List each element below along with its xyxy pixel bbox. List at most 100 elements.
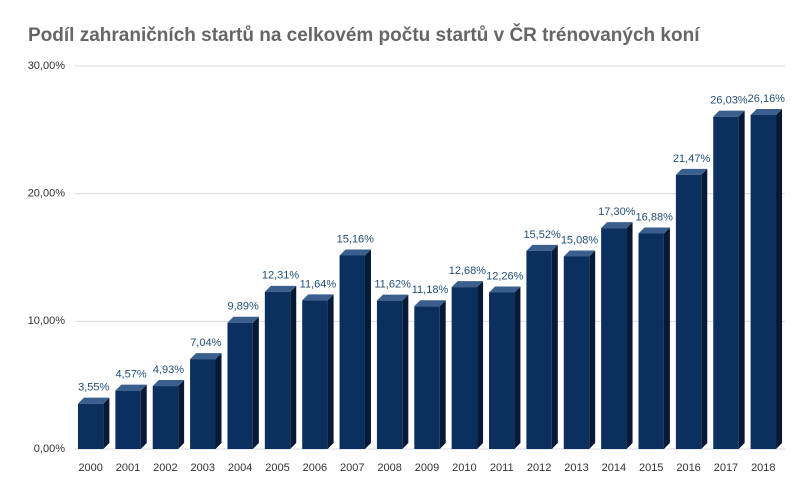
bar-top — [675, 168, 708, 175]
bar-top — [489, 286, 521, 293]
y-tick-label: 30,00% — [28, 60, 66, 72]
bar-top — [302, 294, 334, 301]
bar — [190, 359, 216, 449]
bar-side — [477, 281, 484, 449]
bar-top — [77, 397, 110, 404]
x-tick-label: 2018 — [751, 462, 775, 474]
bar — [414, 306, 440, 449]
bar-top — [376, 294, 409, 301]
x-tick-label: 2005 — [265, 462, 289, 474]
bar-top — [339, 249, 371, 256]
bar-top — [563, 250, 596, 257]
bar-side — [626, 222, 633, 449]
x-tick-label: 2011 — [490, 462, 514, 474]
value-label: 26,16% — [748, 93, 786, 105]
bar — [713, 116, 739, 450]
value-label: 12,31% — [262, 270, 300, 282]
bar-side — [364, 249, 371, 449]
value-label: 11,64% — [300, 278, 337, 290]
value-label: 3,55% — [78, 382, 109, 394]
y-tick-label: 0,00% — [34, 443, 65, 455]
bar-top — [601, 222, 633, 229]
chart-title: Podíl zahraničních startů na celkovém po… — [28, 24, 700, 46]
bar-side — [178, 380, 185, 449]
x-tick-label: 2012 — [527, 462, 551, 474]
bar-top — [526, 244, 558, 251]
bar-top — [713, 110, 745, 117]
value-label: 11,62% — [374, 279, 411, 291]
bar-side — [327, 294, 334, 449]
x-tick-label: 2002 — [153, 462, 177, 474]
value-label: 12,68% — [449, 265, 487, 277]
y-tick-label: 20,00% — [28, 188, 66, 200]
bar-top — [264, 285, 297, 292]
bar-side — [290, 285, 297, 449]
bar-side — [663, 227, 670, 449]
bar-side — [439, 300, 446, 449]
bar — [489, 292, 515, 449]
bar-top — [115, 384, 147, 391]
bar — [77, 403, 104, 449]
value-label: 11,18% — [412, 284, 449, 296]
value-label: 12,26% — [486, 270, 524, 282]
bar-side — [551, 244, 558, 449]
x-tick-label: 2007 — [340, 462, 364, 474]
x-tick-label: 2010 — [452, 462, 476, 474]
bar-side — [738, 110, 745, 450]
value-label: 9,89% — [228, 301, 259, 313]
bar — [227, 322, 253, 449]
bar-side — [252, 316, 259, 449]
bar-side — [402, 294, 409, 449]
bar-side — [140, 384, 147, 449]
value-label: 4,57% — [115, 369, 146, 381]
bar-top — [414, 300, 446, 307]
bar-side — [215, 353, 222, 449]
y-tick-label: 10,00% — [28, 315, 66, 327]
bar — [115, 390, 141, 449]
bar-side — [514, 286, 521, 449]
value-label: 4,93% — [153, 364, 184, 376]
bar-top — [750, 109, 783, 116]
x-tick-label: 2014 — [602, 462, 626, 474]
bar-top — [152, 380, 185, 387]
x-tick-label: 2009 — [415, 462, 439, 474]
x-tick-label: 2016 — [676, 462, 700, 474]
value-label: 17,30% — [598, 206, 636, 218]
value-label: 15,52% — [523, 229, 561, 241]
x-tick-label: 2008 — [377, 462, 401, 474]
bar — [376, 300, 403, 449]
value-label: 26,03% — [710, 95, 748, 107]
bar — [302, 300, 328, 449]
x-tick-label: 2001 — [116, 462, 140, 474]
value-label: 21,47% — [673, 153, 711, 165]
bar — [264, 291, 291, 449]
bar-top — [190, 353, 222, 360]
bar — [339, 255, 365, 449]
x-tick-label: 2000 — [78, 462, 102, 474]
bar — [563, 256, 590, 449]
bar — [601, 228, 627, 449]
bar-top — [451, 281, 484, 288]
bar — [526, 250, 552, 449]
bar — [152, 386, 179, 449]
x-tick-label: 2003 — [191, 462, 215, 474]
bar-side — [103, 397, 110, 449]
bar — [750, 115, 777, 450]
x-tick-label: 2017 — [714, 462, 738, 474]
value-label: 7,04% — [190, 337, 221, 349]
bar-side — [776, 109, 783, 450]
bar-side — [589, 250, 596, 449]
value-label: 15,08% — [561, 234, 599, 246]
value-label: 15,16% — [337, 233, 375, 245]
x-tick-label: 2013 — [564, 462, 588, 474]
bar — [675, 174, 702, 450]
bar-side — [701, 168, 708, 450]
x-tick-label: 2004 — [228, 462, 252, 474]
bar-top — [638, 227, 670, 234]
bar — [638, 233, 664, 449]
bar — [451, 287, 478, 449]
bar-top — [227, 316, 259, 323]
x-tick-label: 2006 — [303, 462, 327, 474]
x-tick-label: 2015 — [639, 462, 663, 474]
